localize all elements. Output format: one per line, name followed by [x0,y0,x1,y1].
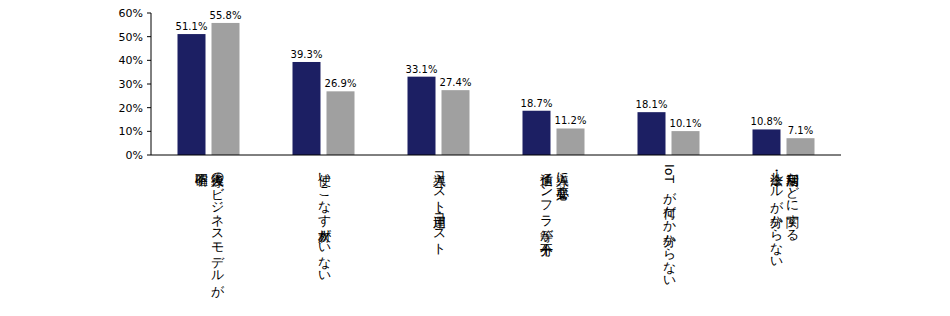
y-tick [147,107,151,108]
y-tick-label: 10% [119,125,143,138]
data-label: 10.1% [670,118,702,129]
bar [557,128,585,155]
y-tick [147,60,151,61]
data-label: 33.1% [406,64,438,75]
data-label: 18.1% [636,99,668,110]
y-tick [147,131,151,132]
y-tick-label: 0% [126,149,143,162]
bar [787,138,815,155]
chart-svg: 51.1% 39.3% 33.1% 18.7% 18.1% 10.8% 55.8% 26.9%… [0,0,950,316]
y-tick-label: 20% [119,102,143,115]
data-label: 39.3% [291,49,323,60]
data-label: 51.1% [176,21,208,32]
bar [327,91,355,155]
bar [442,90,470,155]
data-label: 26.9% [325,78,357,89]
category-label: 使いこなす人材がいない [315,164,332,276]
bar [293,62,321,155]
y-tick-label: 60% [119,7,143,20]
category-label: 利活用などに関する 法令・ルールが分からない [767,164,801,262]
bar [178,34,206,155]
y-tick-label: 30% [119,78,143,91]
bar [212,23,240,155]
bar [638,112,666,155]
y-tick [147,13,151,14]
bar [523,111,551,155]
data-label: 11.2% [555,115,587,126]
bar [672,131,700,155]
y-tick [147,84,151,85]
data-label: 18.7% [521,98,553,109]
category-label: 導入に必要な 通信インフラ等が不十分 [537,164,571,234]
y-tick-label: 40% [119,54,143,67]
data-label: 10.8% [751,116,783,127]
bars [178,23,815,155]
data-label: 7.1% [788,125,813,136]
category-label: 導入コスト・運用コスト [430,164,447,248]
bar [408,77,436,155]
category-label: 導入後のビジネスモデルが 不明確 [192,164,226,290]
x-axis [151,155,841,156]
data-label: 27.4% [440,77,472,88]
y-tick [147,36,151,37]
y-tick-label: 50% [119,31,143,44]
chart-wrap: 51.1% 39.3% 33.1% 18.7% 18.1% 10.8% 55.8% 26.9%… [0,0,950,316]
category-label: IoTが何だか分からない [660,164,677,281]
y-tick [147,155,151,156]
data-label: 55.8% [210,10,242,21]
bar [753,129,781,155]
